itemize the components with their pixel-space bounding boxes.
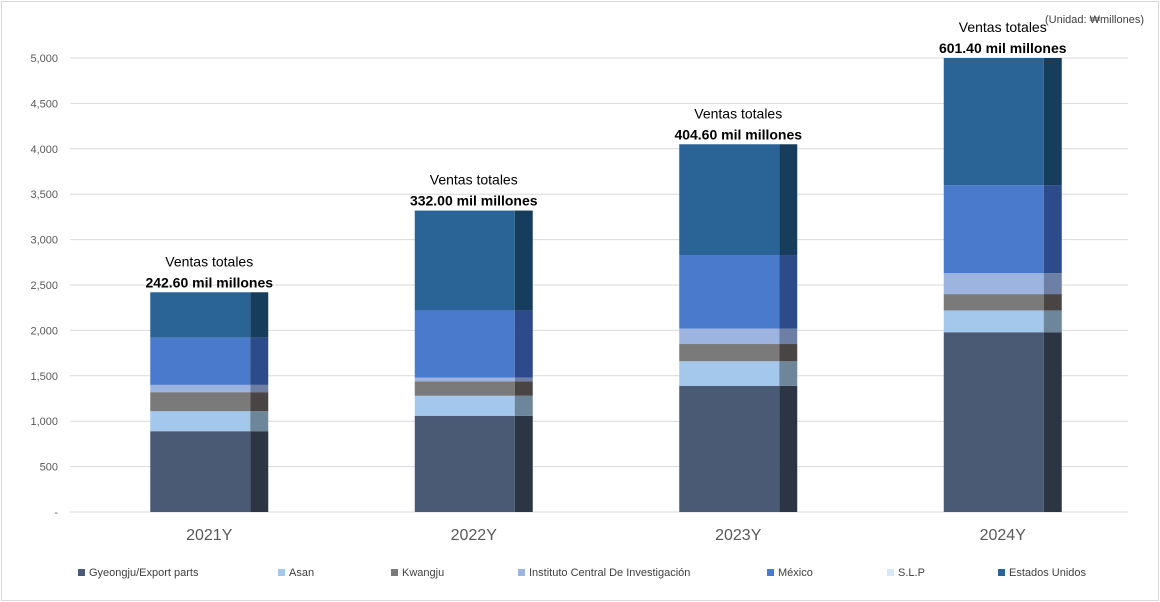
bar-segment-shade bbox=[250, 411, 269, 432]
legend-item: Estados Unidos bbox=[998, 567, 1086, 579]
total-caption: Ventas totales bbox=[959, 19, 1047, 35]
bar-segment-shade bbox=[779, 361, 798, 386]
y-tick-label: - bbox=[54, 507, 58, 519]
bar-segment-shade bbox=[779, 344, 798, 362]
bar-segment bbox=[679, 344, 780, 362]
x-category-label: 2021Y bbox=[186, 527, 233, 544]
legend-label: Estados Unidos bbox=[1009, 567, 1087, 579]
bar-segment bbox=[943, 185, 1044, 274]
bar-segment-shade bbox=[514, 415, 533, 512]
bar-segment bbox=[679, 385, 780, 512]
bar-segment-shade bbox=[250, 392, 269, 412]
bar-segment-shade bbox=[779, 255, 798, 329]
bar-segment bbox=[414, 310, 515, 378]
bar-segment-shade bbox=[514, 395, 533, 416]
bar-segment bbox=[150, 392, 251, 412]
legend-swatch bbox=[391, 569, 398, 576]
bar-segment bbox=[414, 395, 515, 416]
bar-segment-shade bbox=[1043, 332, 1062, 512]
total-caption: Ventas totales bbox=[430, 172, 518, 188]
bar-segment bbox=[150, 411, 251, 432]
total-value: 332.00 mil millones bbox=[410, 193, 538, 209]
bar-segment bbox=[414, 377, 515, 382]
legend-label: México bbox=[778, 567, 813, 579]
bar-segment bbox=[943, 273, 1044, 295]
bar-segment bbox=[150, 292, 251, 338]
legend-swatch bbox=[518, 569, 525, 576]
bar-segment-shade bbox=[1043, 294, 1062, 311]
bar-segment-shade bbox=[1043, 273, 1062, 295]
bar-segment-shade bbox=[250, 384, 269, 393]
y-tick-label: 1,500 bbox=[30, 371, 58, 383]
legend-item: México bbox=[767, 567, 813, 579]
unit-label: (Unidad: ₩millones) bbox=[1044, 14, 1144, 26]
chart-legend: Gyeongju/Export parts Asan Kwangju Institut… bbox=[78, 567, 1148, 585]
bar-segment bbox=[943, 332, 1044, 512]
bar-segment bbox=[414, 381, 515, 396]
bar-segment-shade bbox=[250, 337, 269, 385]
total-value: 242.60 mil millones bbox=[145, 274, 273, 290]
legend-label: S.L.P bbox=[898, 567, 925, 579]
bar-segment-shade bbox=[514, 210, 533, 311]
bar-segment-shade bbox=[779, 144, 798, 256]
bar-segment-shade bbox=[779, 385, 798, 512]
legend-swatch bbox=[767, 569, 774, 576]
y-tick-label: 1,000 bbox=[30, 416, 58, 428]
legend-label: Instituto Central De Investigación bbox=[529, 567, 691, 579]
y-tick-label: 4,500 bbox=[30, 98, 58, 110]
bar-segment bbox=[150, 337, 251, 385]
y-tick-label: 500 bbox=[40, 462, 58, 474]
legend-swatch bbox=[278, 569, 285, 576]
legend-item: S.L.P bbox=[887, 567, 925, 579]
x-category-label: 2022Y bbox=[451, 527, 498, 544]
bar-segment bbox=[679, 328, 780, 345]
legend-swatch bbox=[78, 569, 85, 576]
y-tick-label: 4,000 bbox=[30, 144, 58, 156]
x-category-label: 2023Y bbox=[715, 527, 762, 544]
legend-label: Kwangju bbox=[402, 567, 445, 579]
y-tick-label: 3,500 bbox=[30, 189, 58, 201]
bar-segment bbox=[679, 361, 780, 386]
bar-segment-shade bbox=[514, 377, 533, 382]
bar-segment bbox=[414, 210, 515, 311]
y-tick-label: 2,000 bbox=[30, 325, 58, 337]
bar-segment bbox=[150, 431, 251, 512]
bar-segment-shade bbox=[514, 310, 533, 378]
total-caption: Ventas totales bbox=[165, 253, 253, 269]
bar-segment bbox=[943, 58, 1044, 186]
legend-item: Kwangju bbox=[391, 567, 444, 579]
legend-item: Gyeongju/Export parts bbox=[78, 567, 198, 579]
bar-segment bbox=[943, 294, 1044, 311]
legend-swatch bbox=[887, 569, 894, 576]
legend-label: Gyeongju/Export parts bbox=[89, 567, 199, 579]
bar-segment-shade bbox=[1043, 58, 1062, 186]
bar-segment-shade bbox=[1043, 310, 1062, 333]
y-tick-label: 3,000 bbox=[30, 235, 58, 247]
bar-segment-shade bbox=[250, 292, 269, 338]
stacked-bar-chart: - 500 1,000 1,500 2,000 2,500 3,000 3,500 4,000 4… bbox=[30, 19, 1128, 544]
legend-swatch bbox=[998, 569, 1005, 576]
bar-segment-shade bbox=[779, 328, 798, 345]
total-caption: Ventas totales bbox=[694, 105, 782, 121]
bar-segment bbox=[150, 384, 251, 393]
total-value: 404.60 mil millones bbox=[674, 126, 802, 142]
bar-segment-shade bbox=[514, 381, 533, 396]
legend-item: Asan bbox=[278, 567, 314, 579]
total-value: 601.40 mil millones bbox=[939, 40, 1067, 56]
y-tick-label: 5,000 bbox=[30, 53, 58, 65]
bar-segment bbox=[679, 255, 780, 329]
legend-item: Instituto Central De Investigación bbox=[518, 567, 690, 579]
bar-segment bbox=[414, 415, 515, 512]
bar-segment-shade bbox=[1043, 185, 1062, 274]
x-category-label: 2024Y bbox=[980, 527, 1027, 544]
legend-label: Asan bbox=[289, 567, 315, 579]
bar-segment bbox=[679, 144, 780, 256]
bar-segment-shade bbox=[250, 431, 269, 512]
y-tick-label: 2,500 bbox=[30, 280, 58, 292]
bar-segment bbox=[943, 310, 1044, 333]
